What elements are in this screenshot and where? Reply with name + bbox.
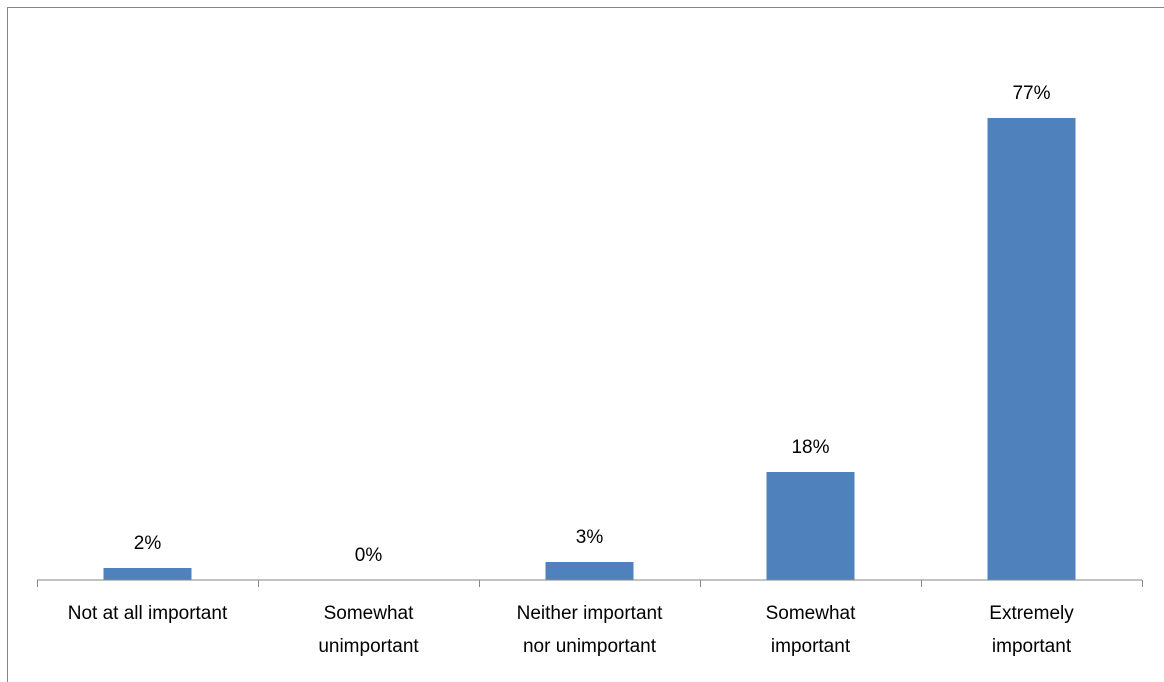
- category-label: important: [992, 636, 1072, 657]
- bar: [545, 562, 634, 580]
- bars: [103, 118, 1076, 580]
- category-label: Somewhat: [324, 603, 414, 624]
- data-label: 2%: [134, 533, 162, 554]
- x-axis: [37, 579, 1143, 587]
- category-label: nor unimportant: [523, 636, 657, 657]
- value-labels: 2% 0% 3% 18% 77%: [134, 83, 1051, 566]
- bar: [766, 472, 855, 580]
- bar: [987, 118, 1076, 580]
- category-label: Extremely: [989, 603, 1074, 624]
- data-label: 3%: [576, 527, 604, 548]
- category-label: Not at all important: [68, 603, 228, 624]
- category-label: Somewhat: [766, 603, 856, 624]
- category-label: Neither important: [517, 603, 663, 624]
- data-label: 77%: [1012, 83, 1050, 104]
- data-label: 0%: [355, 545, 383, 566]
- data-label: 18%: [791, 437, 829, 458]
- category-labels: Not at all important Somewhat unimportant N…: [68, 603, 1074, 657]
- category-label: unimportant: [318, 636, 419, 657]
- category-label: important: [771, 636, 851, 657]
- chart-frame: [7, 7, 1164, 682]
- bar: [103, 568, 192, 580]
